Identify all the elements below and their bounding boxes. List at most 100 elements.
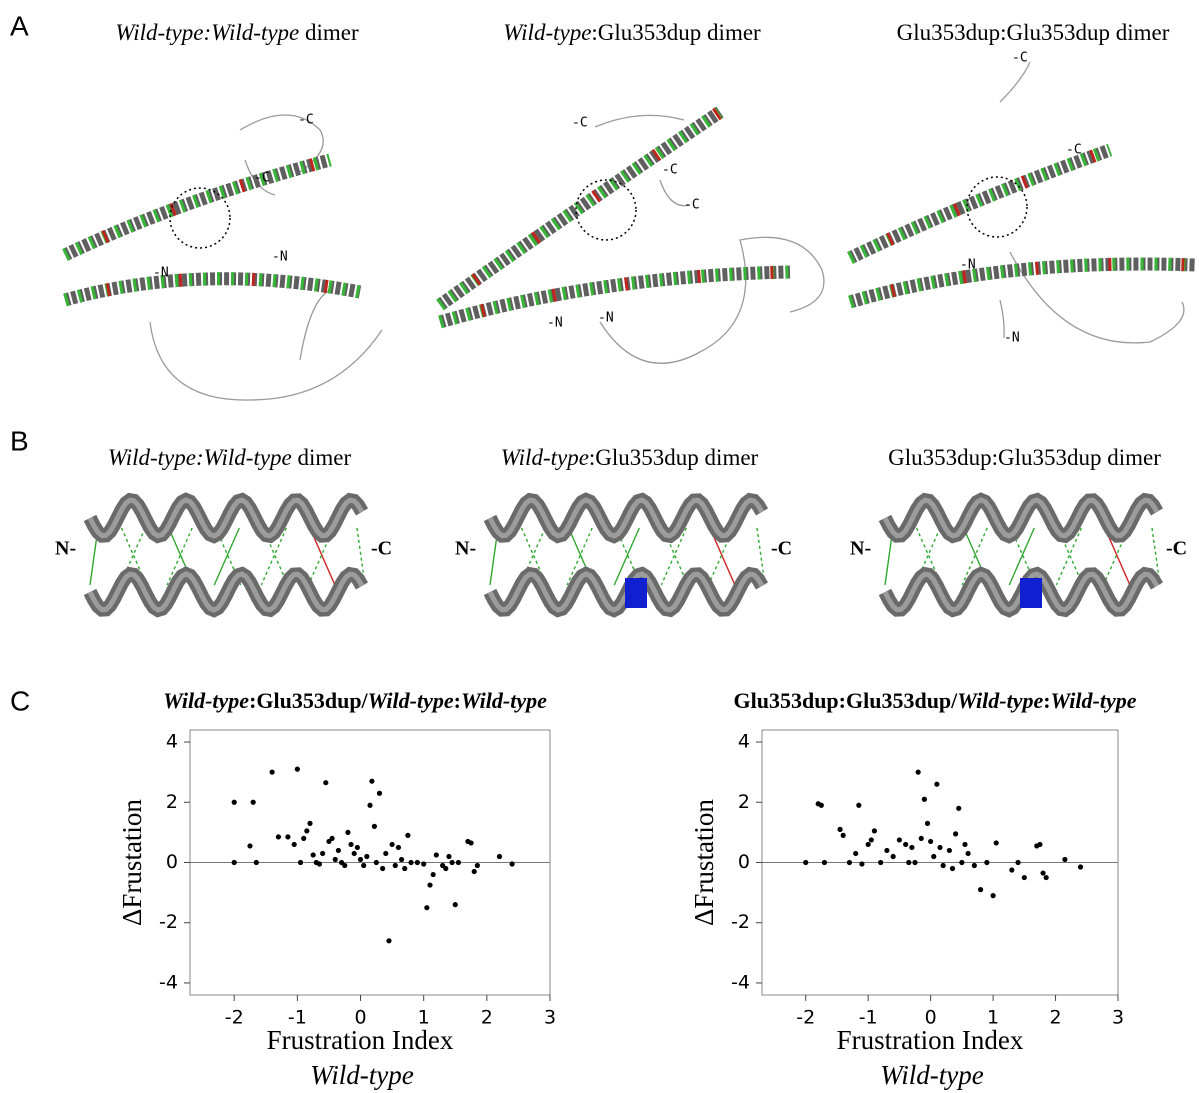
c-terminus: -C bbox=[1166, 538, 1187, 560]
point bbox=[320, 850, 326, 857]
point bbox=[395, 844, 402, 851]
point bbox=[496, 853, 503, 860]
point bbox=[474, 862, 480, 869]
title-part: dimer bbox=[299, 20, 359, 45]
terminus-label: -N bbox=[153, 266, 169, 281]
point bbox=[342, 862, 348, 869]
point bbox=[383, 850, 389, 857]
x-axis-sublabel: Wild-type bbox=[880, 1060, 983, 1090]
point bbox=[310, 852, 316, 858]
point bbox=[890, 853, 896, 860]
helix bbox=[63, 272, 362, 307]
point bbox=[455, 859, 462, 866]
point bbox=[884, 847, 890, 854]
terminus-label: -C bbox=[298, 113, 314, 128]
contact bbox=[166, 527, 193, 586]
title: Wild-type:Glu353dup/Wild-type:Wild-type bbox=[163, 688, 547, 713]
point bbox=[915, 769, 921, 775]
point bbox=[509, 861, 515, 867]
contact bbox=[307, 527, 335, 586]
title-part: Glu353dup:Glu353dup/ bbox=[734, 688, 959, 713]
x-tick-label: 0 bbox=[354, 1007, 366, 1029]
point bbox=[909, 844, 915, 851]
c-terminus: -C bbox=[771, 538, 792, 560]
x-tick-label: -2 bbox=[796, 1007, 815, 1029]
helix bbox=[847, 143, 1113, 264]
contact bbox=[914, 527, 941, 586]
point bbox=[940, 862, 946, 869]
terminus-label: -N bbox=[272, 250, 288, 265]
n-terminus: N- bbox=[850, 538, 871, 560]
x-tick-label: 2 bbox=[481, 1007, 493, 1029]
point bbox=[285, 834, 291, 840]
title: Wild-type:Glu353dup dimer bbox=[501, 445, 759, 470]
mutation bbox=[1020, 578, 1042, 608]
point bbox=[931, 853, 937, 860]
terminus-label: -N bbox=[960, 258, 976, 273]
point bbox=[962, 841, 968, 848]
point bbox=[345, 829, 351, 835]
point bbox=[297, 859, 304, 866]
point bbox=[959, 859, 965, 866]
y-tick-label: 4 bbox=[738, 731, 750, 753]
point bbox=[993, 840, 999, 846]
point bbox=[408, 859, 414, 866]
contact bbox=[613, 527, 640, 586]
x-tick-label: 3 bbox=[1112, 1007, 1124, 1029]
point bbox=[332, 856, 338, 863]
point bbox=[471, 868, 477, 875]
highlight-circle bbox=[966, 176, 1028, 238]
coil bbox=[149, 321, 383, 401]
point bbox=[1037, 841, 1043, 848]
point bbox=[269, 769, 275, 775]
coil bbox=[999, 61, 1031, 103]
coil bbox=[599, 236, 825, 364]
point bbox=[946, 847, 952, 854]
point bbox=[367, 802, 373, 808]
contact bbox=[707, 527, 735, 586]
y-tick-label: 2 bbox=[166, 791, 178, 813]
contact bbox=[1057, 527, 1084, 586]
point bbox=[335, 847, 342, 854]
point bbox=[275, 834, 282, 840]
contact bbox=[566, 527, 593, 586]
terminus-label: -C bbox=[572, 116, 588, 131]
coil bbox=[999, 299, 1005, 339]
x-tick-label: 0 bbox=[925, 1007, 937, 1029]
x-tick-label: -1 bbox=[859, 1007, 878, 1029]
x-tick-label: 3 bbox=[544, 1007, 556, 1029]
title-part: :Glu353dup dimer bbox=[589, 445, 759, 470]
point bbox=[846, 859, 853, 866]
point bbox=[354, 844, 360, 851]
point bbox=[247, 843, 253, 849]
title-part: :Glu353dup dimer bbox=[591, 20, 761, 45]
contact bbox=[119, 527, 146, 586]
point bbox=[878, 859, 884, 866]
point bbox=[430, 871, 436, 878]
title: Glu353dup:Glu353dup/Wild-type:Wild-type bbox=[734, 688, 1137, 713]
point bbox=[380, 865, 386, 872]
helix bbox=[438, 265, 791, 329]
contact bbox=[120, 527, 148, 586]
point bbox=[392, 862, 398, 869]
point bbox=[253, 859, 259, 866]
point bbox=[856, 802, 862, 808]
title-part: Wild-type bbox=[163, 688, 249, 713]
y-tick-label: 2 bbox=[738, 791, 750, 813]
point bbox=[369, 778, 375, 784]
title-part: Wild-type bbox=[1051, 688, 1137, 713]
point bbox=[402, 865, 408, 872]
n-terminus: N- bbox=[455, 538, 476, 560]
x-tick-label: 2 bbox=[1049, 1007, 1061, 1029]
point bbox=[949, 865, 956, 872]
highlight-circle bbox=[575, 179, 637, 241]
point bbox=[376, 790, 383, 796]
point bbox=[291, 841, 297, 848]
y-tick-label: 4 bbox=[166, 731, 178, 753]
title: Glu353dup:Glu353dup dimer bbox=[888, 445, 1161, 470]
title-part: Wild-type bbox=[501, 445, 589, 470]
title-part: :Glu353dup/ bbox=[249, 688, 368, 713]
contact bbox=[215, 527, 242, 586]
point bbox=[323, 780, 329, 786]
point bbox=[231, 799, 237, 805]
